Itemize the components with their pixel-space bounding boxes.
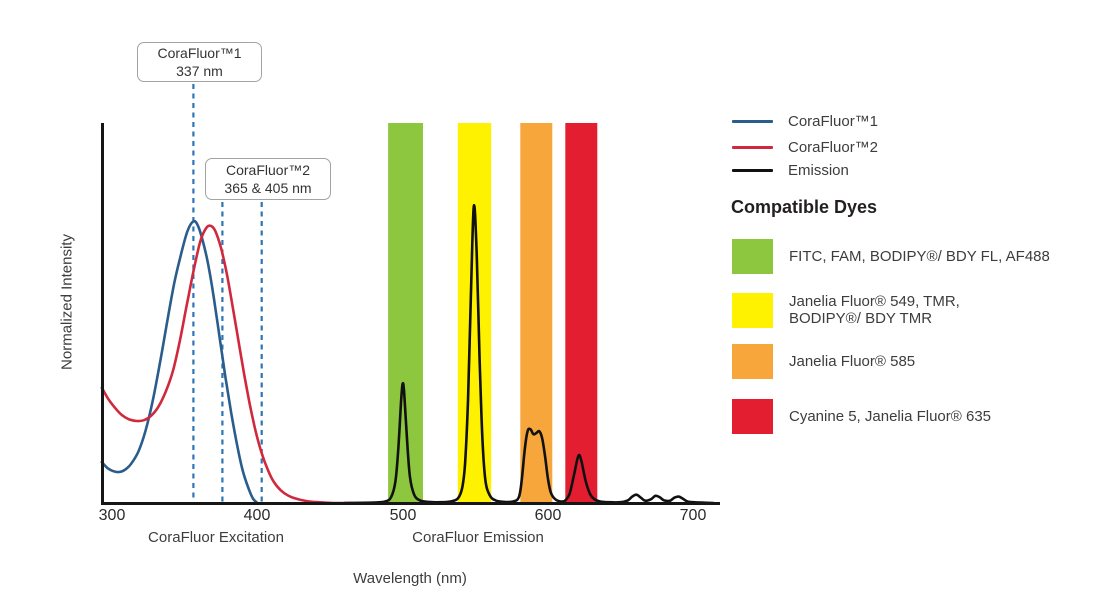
y-axis-label: Normalized Intensity [58, 234, 76, 370]
legend-line-swatch [732, 168, 773, 172]
dye-label: FITC, FAM, BODIPY®/ BDY FL, AF488 [789, 248, 1050, 265]
x-tick: 300 [98, 507, 126, 524]
x-tick: 700 [679, 507, 707, 524]
band-red [565, 123, 598, 503]
callout-title: CoraFluor™2 [225, 162, 311, 178]
filter-bands [388, 123, 598, 503]
legend-line-swatch [732, 119, 773, 123]
x-tick: 400 [243, 507, 271, 524]
legend-item-emission: Emission [732, 161, 849, 179]
callout-value: 337 nm [176, 63, 223, 79]
curve-emission [343, 203, 715, 505]
dye-swatch-orange [732, 343, 773, 379]
dye-label-line: BODIPY®/ BDY TMR [789, 310, 933, 327]
x-tick: 500 [389, 507, 417, 524]
x-tick: 600 [534, 507, 562, 524]
legend-item-corafluor1: CoraFluor™1 [732, 112, 878, 130]
emission-section-label: CoraFluor Emission [412, 529, 544, 546]
curve-corafluor2-excitation [100, 224, 353, 505]
dye-row-orange: Janelia Fluor® 585 [732, 343, 915, 379]
band-yellow [457, 123, 492, 503]
callout-corafluor2: CoraFluor™2 365 & 405 nm [205, 158, 331, 200]
callout-title: CoraFluor™1 [157, 45, 242, 61]
legend-label: CoraFluor™2 [788, 138, 879, 156]
legend-item-corafluor2: CoraFluor™2 [732, 138, 878, 156]
excitation-section-label: CoraFluor Excitation [148, 529, 284, 546]
x-axis-label: Wavelength (nm) [353, 570, 467, 587]
dye-row-green: FITC, FAM, BODIPY®/ BDY FL, AF488 [732, 238, 1050, 274]
dye-label-line: Cyanine 5, Janelia Fluor® 635 [789, 407, 992, 425]
dye-swatch-yellow [732, 292, 773, 328]
curve-corafluor1-excitation [100, 219, 259, 505]
dye-label-line: FITC, FAM, BODIPY®/ BDY FL, AF488 [789, 247, 1050, 265]
legend-label: CoraFluor™1 [788, 112, 879, 130]
dye-row-red: Cyanine 5, Janelia Fluor® 635 [732, 398, 991, 434]
dye-label-line: Janelia Fluor® 549, TMR, [789, 293, 960, 310]
dye-label: Janelia Fluor® 549, TMR, BODIPY®/ BDY TM… [789, 293, 960, 327]
dye-label: Cyanine 5, Janelia Fluor® 635 [789, 408, 991, 425]
dye-row-yellow: Janelia Fluor® 549, TMR, BODIPY®/ BDY TM… [732, 292, 960, 328]
legend-label: Emission [788, 161, 849, 179]
dye-swatch-green [732, 238, 773, 274]
dye-swatch-red [732, 398, 773, 434]
dye-label-line: Janelia Fluor® 585 [789, 352, 916, 370]
band-green [388, 123, 423, 503]
compatible-dyes-heading: Compatible Dyes [731, 197, 878, 217]
legend-line-swatch [732, 145, 773, 149]
callout-value: 365 & 405 nm [224, 180, 312, 196]
callout-corafluor1: CoraFluor™1 337 nm [137, 42, 262, 82]
dye-label: Janelia Fluor® 585 [789, 353, 915, 370]
